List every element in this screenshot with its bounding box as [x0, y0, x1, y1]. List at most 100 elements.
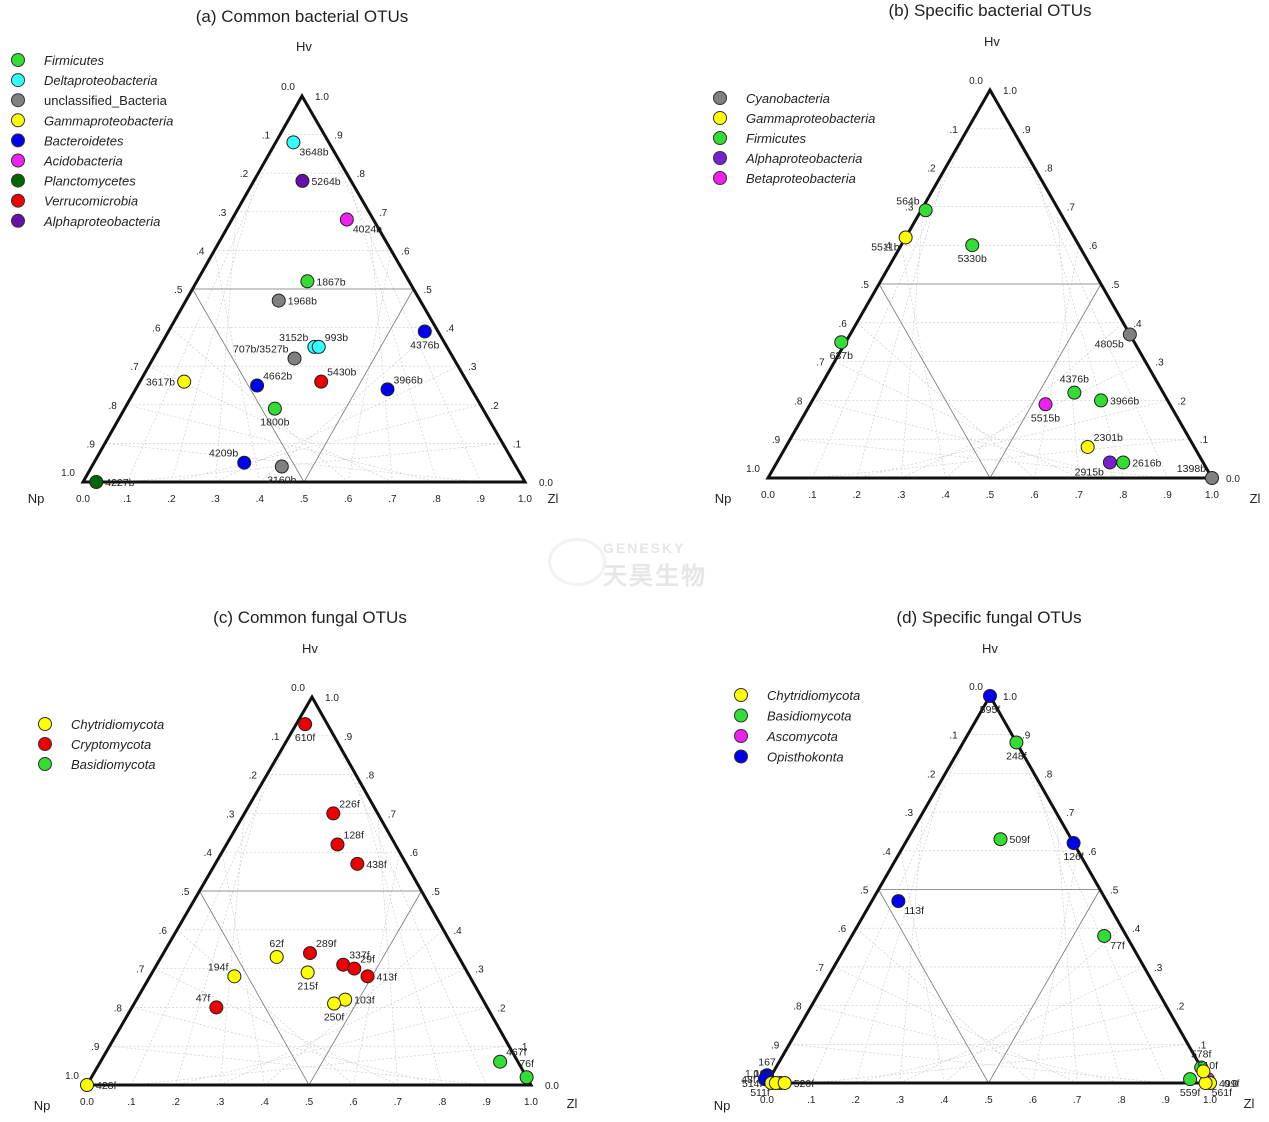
axis-label-zl: Zl [567, 1096, 578, 1111]
watermark-brand: GENESKY [603, 540, 686, 556]
tick-label-hv: .7 [379, 208, 388, 219]
data-point [314, 374, 329, 389]
data-point [1094, 393, 1108, 408]
legend: Firmicutes Deltaproteobacteria unclassifie… [11, 53, 173, 229]
point-label: 226f [339, 798, 360, 810]
tick-label-np: .8 [793, 1002, 802, 1013]
axis-label-hv: Hv [982, 641, 998, 656]
tick-label-zl: .8 [1119, 490, 1128, 501]
chart-title: (c) Common fungal OTUs [213, 608, 407, 627]
genesky-logo-icon [548, 538, 606, 586]
legend-label: Ascomycota [766, 729, 838, 744]
point-label: 4024b [353, 224, 382, 236]
corner-label-right: 0.0 [1224, 1079, 1238, 1090]
point-label: 413f [377, 971, 398, 983]
tick-label-zl: .4 [260, 1097, 269, 1108]
legend-label: Gammaproteobacteria [44, 113, 173, 128]
data-point [295, 173, 310, 188]
tick-label-np: .6 [838, 319, 847, 330]
tick-label-zl: .3 [897, 490, 906, 501]
grid-line [1055, 812, 1078, 1084]
corner-label-bottom-left: 0.0 [761, 490, 775, 501]
corner-label-bottom-left: 0.0 [760, 1095, 774, 1106]
tick-label-zl: .5 [984, 1095, 993, 1106]
grid-line [171, 404, 481, 483]
data-point [303, 946, 318, 961]
tick-label-hv: .3 [1155, 358, 1164, 369]
tick-label-zl: .2 [167, 494, 176, 505]
legend-label: Planctomycetes [44, 174, 136, 189]
point-label: 3648b [299, 146, 328, 158]
data-point [300, 965, 315, 980]
chart-title: (d) Specific fungal OTUs [896, 608, 1081, 627]
tick-label-hv: .6 [401, 246, 410, 257]
data-points: 564b 5511b 5330b 637b 4805b 4376b 3966b 5515b 23… [830, 195, 1219, 485]
data-point [80, 1078, 94, 1092]
ternary-chart-4: (d) Specific fungal OTUs .1 .1 .1 .2 .2 .2 .3 .3… [714, 608, 1255, 1113]
tick-label-zl: .3 [211, 494, 220, 505]
data-point [983, 689, 997, 703]
point-label: 637b [830, 350, 854, 362]
point-label: 559f [1180, 1087, 1201, 1099]
point-label: 3617b [146, 377, 175, 389]
corner-label-top-left: 0.0 [281, 82, 295, 93]
data-point [287, 351, 302, 366]
axis-label-zl: Zl [1244, 1096, 1255, 1111]
tick-label-hv: .4 [446, 324, 455, 335]
ternary-chart-3: (c) Common fungal OTUs .1 .1 .1 .2 .2 .2 .3 .3 .3… [34, 608, 578, 1113]
point-label: 337f [349, 950, 370, 962]
tick-label-hv: .2 [490, 401, 499, 412]
grid-line [811, 1005, 1122, 1084]
tick-label-hv: .2 [1178, 396, 1187, 407]
point-label: 77f [1110, 940, 1125, 952]
tick-label-np: .9 [91, 1042, 100, 1053]
data-point [993, 832, 1008, 847]
data-point [89, 475, 104, 489]
corner-label-top-right: 1.0 [315, 92, 329, 103]
legend-label: Betaproteobacteria [746, 171, 856, 186]
legend-marker [11, 153, 25, 168]
legend-marker [38, 757, 52, 771]
point-label: 438f [366, 859, 387, 871]
point-label: 2301b [1094, 432, 1123, 444]
tick-label-hv: .8 [357, 169, 366, 180]
data-point [519, 1070, 534, 1085]
corner-label-right: 0.0 [539, 478, 553, 489]
grid-line [901, 361, 1146, 479]
corner-label-left: 1.0 [61, 468, 75, 479]
point-label: 248f [1006, 750, 1027, 762]
tick-label-zl: .8 [1117, 1095, 1126, 1106]
point-label: 250f [324, 1012, 345, 1024]
point-label: 167 [758, 1056, 776, 1068]
data-point [286, 135, 301, 150]
data-point [1205, 471, 1219, 485]
legend-label: Alphaproteobacteria [745, 151, 862, 166]
legend-marker [734, 708, 748, 723]
point-label: 113f [904, 905, 924, 917]
grid-line [333, 735, 487, 1086]
point-label: 514f [742, 1078, 763, 1090]
point-label: 4376b [410, 339, 439, 351]
tick-label-np: .2 [240, 169, 249, 180]
chart-title: (a) Common bacterial OTUs [196, 7, 409, 26]
grid-line [154, 968, 398, 1086]
corner-label-bottom-right: 1.0 [1203, 1095, 1217, 1106]
tick-label-np: .8 [108, 401, 117, 412]
data-points: 3648b 5264b 4024b 1867b 1968b 3152b 993b 707b/3… [89, 135, 440, 489]
legend-marker [713, 151, 727, 165]
axis-label-hv: Hv [984, 34, 1000, 49]
corner-label-bottom-right: 1.0 [518, 494, 532, 505]
point-label: 5511b [871, 241, 900, 253]
tick-label-np: .3 [226, 809, 235, 820]
point-label: 4662b [263, 371, 292, 383]
data-point [347, 961, 362, 976]
legend-label: Bacteroidetes [44, 133, 124, 148]
grid-line [324, 134, 482, 483]
data-point [237, 455, 252, 470]
tick-label-zl: .6 [344, 494, 353, 505]
data-point [227, 969, 242, 984]
point-label: 2915b [1075, 466, 1104, 478]
tick-label-hv: .8 [366, 771, 375, 782]
tick-label-np: .1 [949, 731, 958, 742]
